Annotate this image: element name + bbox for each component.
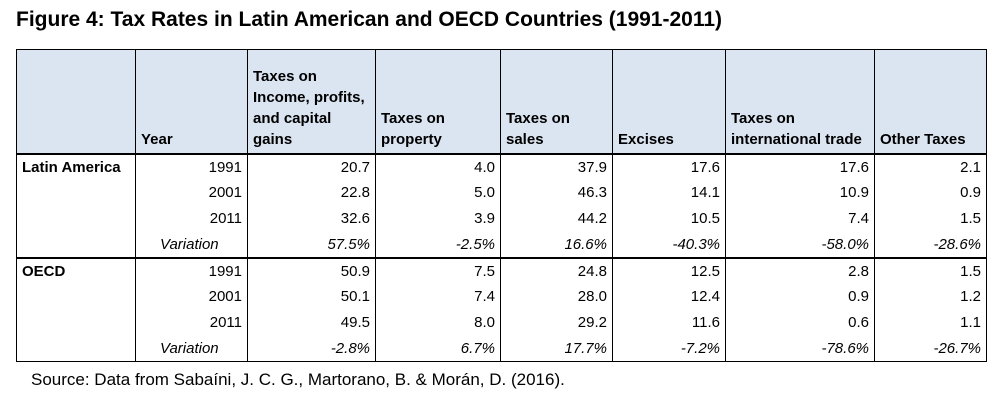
variation-cell: -2.5% <box>375 231 501 258</box>
value-cell: 28.0 <box>500 283 613 310</box>
variation-cell: -58.0% <box>725 231 875 258</box>
value-cell: 0.9 <box>725 283 875 310</box>
variation-label: Variation <box>135 335 248 362</box>
value-cell: 7.4 <box>375 283 501 310</box>
figure-title: Figure 4: Tax Rates in Latin American an… <box>16 8 723 31</box>
variation-label: Variation <box>135 231 248 258</box>
table-row: 2001 50.1 7.4 28.0 12.4 0.9 1.2 <box>16 283 987 310</box>
value-cell: 29.2 <box>500 309 613 336</box>
variation-cell: -2.8% <box>247 335 376 362</box>
variation-cell: -7.2% <box>612 335 726 362</box>
value-cell: 1.1 <box>874 309 987 336</box>
source-note: Source: Data from Sabaíni, J. C. G., Mar… <box>31 370 565 389</box>
variation-cell: -40.3% <box>612 231 726 258</box>
value-cell: 4.0 <box>375 152 501 180</box>
value-cell: 7.5 <box>375 256 501 284</box>
region-empty-cell <box>16 231 136 258</box>
value-cell: 12.5 <box>612 256 726 284</box>
region-label: OECD <box>16 256 136 284</box>
year-cell: 1991 <box>135 256 248 284</box>
header-international-trade-taxes: Taxes on international trade <box>725 49 875 155</box>
year-cell: 2001 <box>135 283 248 310</box>
table-row: Latin America 1991 20.7 4.0 37.9 17.6 17… <box>16 152 987 180</box>
header-excises: Excises <box>612 49 726 155</box>
year-cell: 2011 <box>135 205 248 232</box>
variation-cell: 57.5% <box>247 231 376 258</box>
value-cell: 32.6 <box>247 205 376 232</box>
value-cell: 10.5 <box>612 205 726 232</box>
value-cell: 12.4 <box>612 283 726 310</box>
year-cell: 2011 <box>135 309 248 336</box>
header-other-taxes: Other Taxes <box>874 49 987 155</box>
variation-cell: -26.7% <box>874 335 987 362</box>
value-cell: 7.4 <box>725 205 875 232</box>
value-cell: 17.6 <box>612 152 726 180</box>
header-income-taxes: Taxes on Income, profits, and capital ga… <box>247 49 376 155</box>
value-cell: 50.9 <box>247 256 376 284</box>
value-cell: 20.7 <box>247 152 376 180</box>
value-cell: 24.8 <box>500 256 613 284</box>
value-cell: 0.6 <box>725 309 875 336</box>
value-cell: 44.2 <box>500 205 613 232</box>
year-cell: 2001 <box>135 179 248 206</box>
variation-cell: -78.6% <box>725 335 875 362</box>
value-cell: 22.8 <box>247 179 376 206</box>
header-sales-taxes: Taxes on sales <box>500 49 613 155</box>
value-cell: 14.1 <box>612 179 726 206</box>
value-cell: 2.1 <box>874 152 987 180</box>
table-row: 2011 49.5 8.0 29.2 11.6 0.6 1.1 <box>16 309 987 336</box>
value-cell: 17.6 <box>725 152 875 180</box>
region-empty-cell <box>16 205 136 232</box>
region-empty-cell <box>16 309 136 336</box>
value-cell: 3.9 <box>375 205 501 232</box>
variation-row: Variation -2.8% 6.7% 17.7% -7.2% -78.6% … <box>16 335 987 362</box>
value-cell: 2.8 <box>725 256 875 284</box>
variation-cell: 16.6% <box>500 231 613 258</box>
year-cell: 1991 <box>135 152 248 180</box>
value-cell: 5.0 <box>375 179 501 206</box>
value-cell: 37.9 <box>500 152 613 180</box>
value-cell: 0.9 <box>874 179 987 206</box>
value-cell: 46.3 <box>500 179 613 206</box>
tax-rates-table: Year Taxes on Income, profits, and capit… <box>16 49 987 362</box>
variation-cell: 6.7% <box>375 335 501 362</box>
header-row: Year Taxes on Income, profits, and capit… <box>16 49 987 155</box>
region-empty-cell <box>16 179 136 206</box>
value-cell: 50.1 <box>247 283 376 310</box>
region-label: Latin America <box>16 152 136 180</box>
value-cell: 49.5 <box>247 309 376 336</box>
variation-row: Variation 57.5% -2.5% 16.6% -40.3% -58.0… <box>16 231 987 258</box>
header-property-taxes: Taxes on property <box>375 49 501 155</box>
table-row: 2001 22.8 5.0 46.3 14.1 10.9 0.9 <box>16 179 987 206</box>
value-cell: 11.6 <box>612 309 726 336</box>
value-cell: 1.5 <box>874 205 987 232</box>
table-row: 2011 32.6 3.9 44.2 10.5 7.4 1.5 <box>16 205 987 232</box>
value-cell: 1.5 <box>874 256 987 284</box>
region-empty-cell <box>16 335 136 362</box>
header-region <box>16 49 136 155</box>
variation-cell: -28.6% <box>874 231 987 258</box>
table-row: OECD 1991 50.9 7.5 24.8 12.5 2.8 1.5 <box>16 256 987 284</box>
value-cell: 8.0 <box>375 309 501 336</box>
region-empty-cell <box>16 283 136 310</box>
header-year: Year <box>135 49 248 155</box>
value-cell: 10.9 <box>725 179 875 206</box>
variation-cell: 17.7% <box>500 335 613 362</box>
value-cell: 1.2 <box>874 283 987 310</box>
